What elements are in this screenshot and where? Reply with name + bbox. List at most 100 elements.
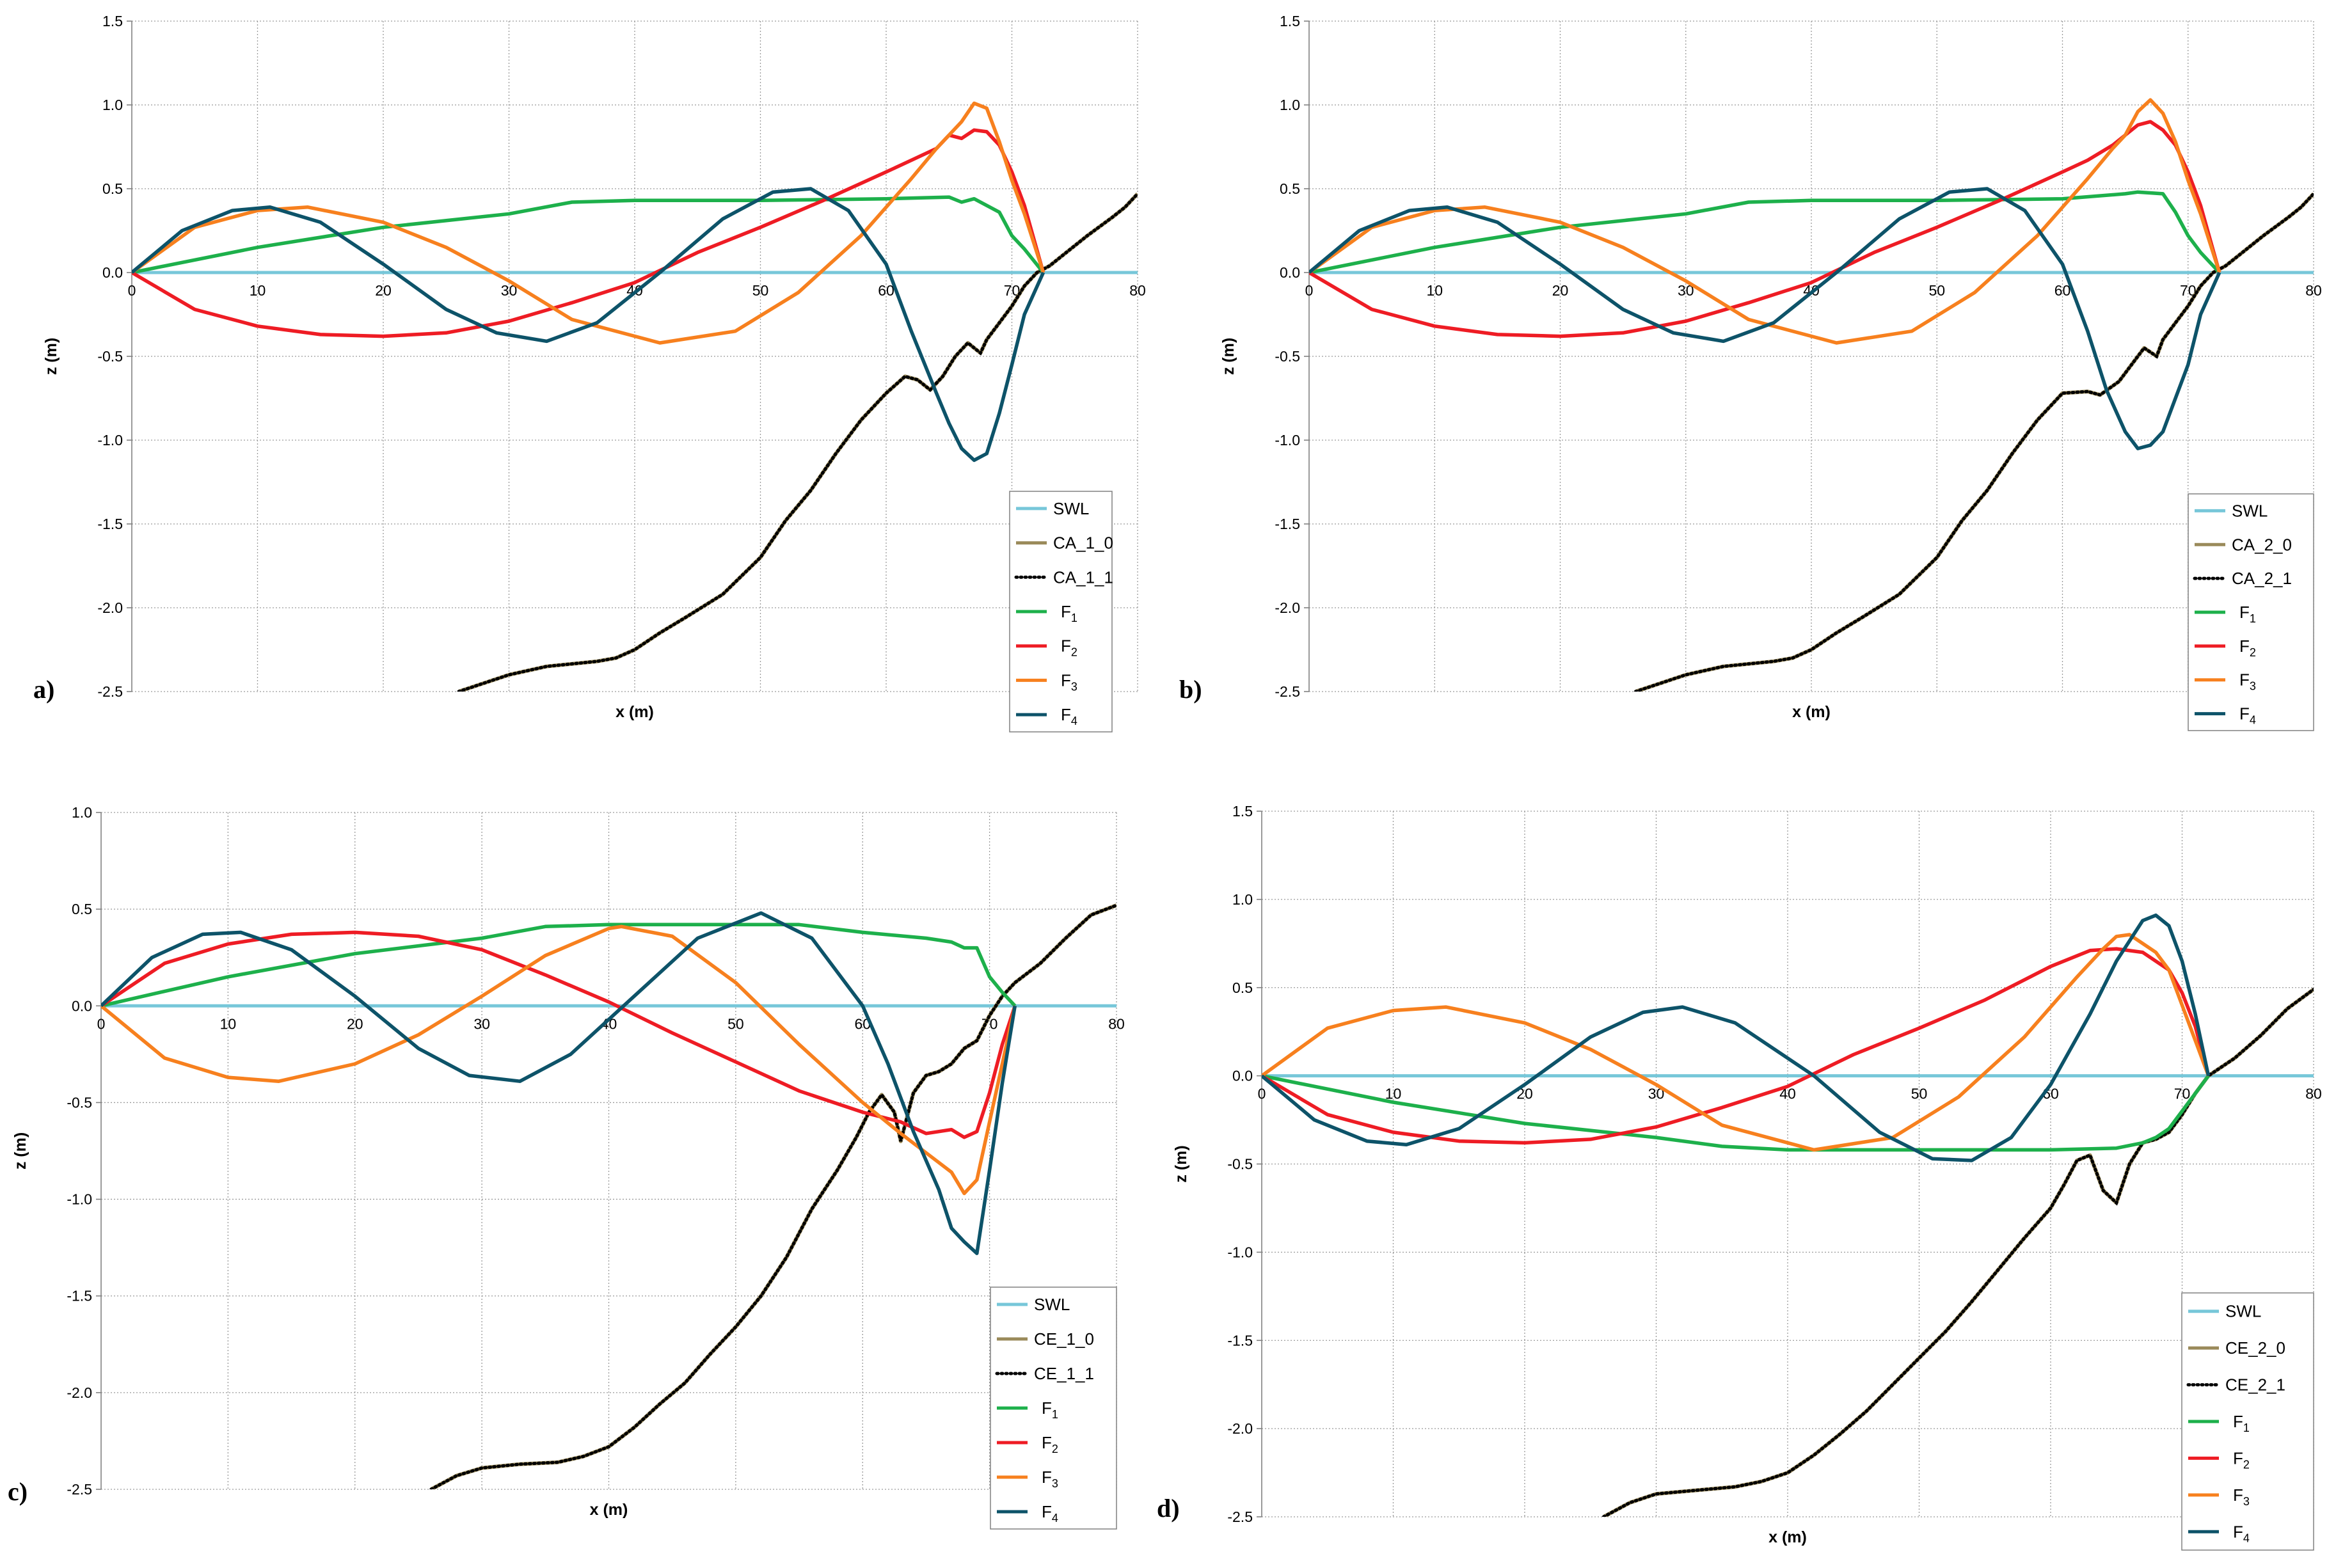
legend-label-main: F	[2233, 1448, 2243, 1468]
legend-label-main: F	[1061, 602, 1071, 621]
y-tick-label: 0.5	[72, 901, 92, 917]
x-tick-label: 10	[250, 282, 266, 299]
y-tick-label: -2.0	[1227, 1420, 1253, 1437]
legend-label-main: F	[2239, 637, 2250, 656]
legend-label-f1: F1	[1042, 1398, 1058, 1421]
x-tick-label: 80	[1129, 282, 1146, 299]
legend-label-subscript: 3	[2243, 1495, 2250, 1508]
chart-panel-4: 1.51.00.50.0-0.5-1.0-1.5-2.0-2.50 10 20 30 4…	[1157, 803, 2322, 1551]
y-tick-label: 0.5	[1280, 180, 1300, 197]
legend-label-f4: F4	[2239, 704, 2256, 727]
x-tick-label: 10	[1426, 282, 1443, 299]
legend-label-swl: SWL	[1034, 1295, 1070, 1314]
legend-label-main: F	[2233, 1485, 2243, 1505]
x-tick-label: 0	[1258, 1086, 1266, 1102]
legend-label-main: F	[2239, 704, 2250, 724]
legend-label-main: F	[2233, 1522, 2243, 1541]
y-tick-label: 1.0	[1280, 97, 1300, 113]
y-tick-label: -0.5	[67, 1094, 92, 1111]
legend-label-swl: SWL	[1053, 499, 1089, 518]
legend-label-subscript: 4	[1052, 1512, 1058, 1524]
y-tick-label: -1.5	[67, 1288, 92, 1304]
legend-label-profile1: CE_2_1	[2225, 1375, 2285, 1395]
y-tick-label: 1.0	[72, 804, 92, 821]
legend-label-f4: F4	[1042, 1502, 1058, 1524]
y-tick-label: 0.5	[102, 180, 123, 197]
series-f1-line	[1309, 190, 2221, 274]
legend-label-main: F	[1061, 637, 1071, 656]
legend-label-swl: SWL	[2225, 1302, 2261, 1321]
panel-label: b)	[1179, 675, 1202, 704]
legend-label-swl: SWL	[2232, 501, 2268, 520]
x-tick-label: 50	[727, 1015, 744, 1032]
legend-label-subscript: 2	[1052, 1443, 1058, 1455]
series-f2-line	[1309, 120, 2221, 338]
legend-label-main: F	[1061, 670, 1071, 690]
legend-label-f3: F3	[2239, 670, 2256, 693]
y-tick-label: 1.0	[102, 97, 123, 113]
legend-label-subscript: 3	[1052, 1477, 1058, 1490]
x-tick-label: 10	[1385, 1086, 1402, 1102]
legend-label-profile0: CE_2_0	[2225, 1338, 2285, 1358]
y-tick-label: -2.5	[1275, 683, 1300, 700]
plot-area	[1262, 913, 2314, 1517]
x-tick-label: 60	[878, 282, 894, 299]
y-tick-label: -2.0	[1275, 599, 1300, 616]
y-tick-label: -2.5	[1227, 1509, 1253, 1525]
x-axis-title: x (m)	[616, 703, 654, 721]
legend-label-f2: F2	[2233, 1448, 2250, 1471]
y-tick-label: 0.5	[1232, 979, 1253, 996]
plot-area	[132, 101, 1138, 692]
x-axis-title: x (m)	[1768, 1528, 1807, 1546]
y-axis-title: z (m)	[12, 1132, 29, 1169]
legend-label-subscript: 1	[2243, 1421, 2250, 1434]
legend-label-f2: F2	[2239, 637, 2256, 659]
legend-label-profile1: CA_1_1	[1053, 567, 1113, 587]
x-tick-label: 70	[2174, 1086, 2191, 1102]
legend-label-f2: F2	[1061, 637, 1077, 659]
x-tick-label: 30	[473, 1015, 490, 1032]
legend-label-subscript: 4	[2243, 1532, 2250, 1544]
plot-area	[1309, 98, 2314, 692]
legend-label-subscript: 3	[2250, 680, 2256, 693]
y-tick-label: 0.0	[1280, 264, 1300, 281]
x-tick-label: 0	[97, 1015, 106, 1032]
plot-area	[101, 903, 1116, 1489]
y-tick-label: -1.0	[97, 432, 123, 448]
x-tick-label: 80	[2305, 1086, 2322, 1102]
series-f1-line	[132, 195, 1045, 274]
legend-label-main: F	[2233, 1412, 2243, 1431]
legend-label-f3: F3	[2233, 1485, 2250, 1508]
y-tick-label: -1.0	[67, 1191, 92, 1208]
legend-label-subscript: 1	[1071, 612, 1077, 624]
x-tick-label: 20	[375, 282, 392, 299]
legend-label-subscript: 2	[2250, 646, 2256, 659]
legend-label-f3: F3	[1042, 1468, 1058, 1490]
y-axis-title: z (m)	[42, 338, 60, 375]
legend-label-profile0: CE_1_0	[1034, 1329, 1094, 1349]
y-axis-title: z (m)	[1172, 1145, 1190, 1182]
y-tick-label: -2.5	[97, 683, 123, 700]
legend-label-main: F	[1042, 1433, 1052, 1452]
x-tick-label: 80	[1108, 1015, 1125, 1032]
y-tick-label: -2.0	[67, 1384, 92, 1401]
series-f4-line	[101, 911, 1017, 1255]
legend-label-f1: F1	[2233, 1412, 2250, 1434]
series-f1-line	[1262, 1073, 2210, 1152]
legend-label-main: F	[1061, 705, 1071, 724]
series-f2-line	[132, 128, 1045, 338]
x-tick-label: 0	[1305, 282, 1314, 299]
chart-panel-1: 1.51.00.50.0-0.5-1.0-1.5-2.0-2.50 10 20 30 4…	[33, 13, 1146, 733]
legend-label-f3: F3	[1061, 670, 1077, 693]
x-axis-title: x (m)	[590, 1501, 628, 1519]
y-tick-label: 1.5	[1232, 803, 1253, 820]
y-axis-title: z (m)	[1220, 338, 1237, 375]
legend-label-subscript: 2	[2243, 1458, 2250, 1471]
y-tick-label: -0.5	[1275, 348, 1300, 365]
legend-label-main: F	[1042, 1502, 1052, 1521]
